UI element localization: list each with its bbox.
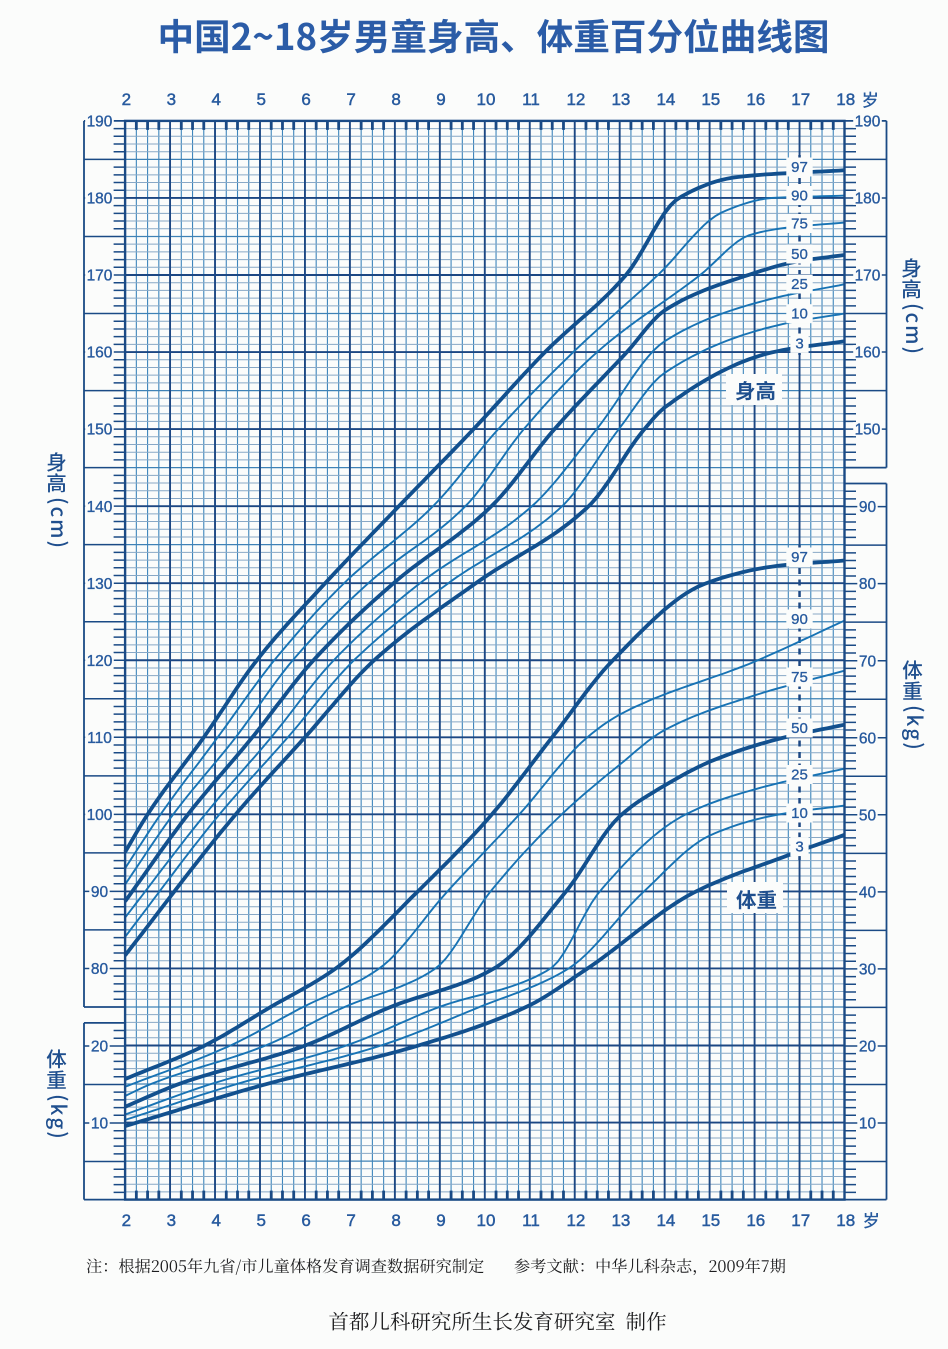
svg-text:97: 97 <box>791 159 808 176</box>
svg-text:15: 15 <box>701 1211 720 1230</box>
svg-text:140: 140 <box>87 499 113 516</box>
svg-text:18: 18 <box>836 90 855 109</box>
svg-text:120: 120 <box>87 653 113 670</box>
svg-text:10: 10 <box>477 1211 496 1230</box>
svg-text:13: 13 <box>611 1211 630 1230</box>
svg-text:11: 11 <box>522 1211 540 1230</box>
svg-text:4: 4 <box>211 1211 220 1230</box>
svg-text:9: 9 <box>436 1211 445 1230</box>
svg-text:13: 13 <box>611 90 630 109</box>
svg-text:60: 60 <box>859 730 877 747</box>
svg-text:150: 150 <box>855 422 881 439</box>
svg-text:180: 180 <box>87 191 113 208</box>
svg-text:80: 80 <box>91 961 109 978</box>
svg-text:150: 150 <box>87 422 113 439</box>
svg-text:30: 30 <box>859 962 877 979</box>
svg-text:10: 10 <box>791 306 808 323</box>
svg-text:97: 97 <box>791 549 808 566</box>
svg-text:160: 160 <box>87 345 113 362</box>
svg-text:3: 3 <box>795 839 803 856</box>
svg-text:10: 10 <box>477 90 496 109</box>
svg-text:190: 190 <box>855 114 881 131</box>
svg-text:75: 75 <box>791 216 808 233</box>
svg-text:2: 2 <box>122 1211 131 1230</box>
svg-text:17: 17 <box>791 90 810 109</box>
svg-text:10: 10 <box>859 1116 877 1133</box>
svg-text:6: 6 <box>301 1211 310 1230</box>
svg-text:3: 3 <box>795 335 803 352</box>
svg-text:170: 170 <box>87 268 113 285</box>
svg-text:8: 8 <box>391 1211 400 1230</box>
svg-text:75: 75 <box>791 669 808 686</box>
svg-text:10: 10 <box>791 805 808 822</box>
svg-text:5: 5 <box>256 1211 265 1230</box>
svg-text:10: 10 <box>91 1116 109 1133</box>
svg-text:12: 12 <box>566 90 585 109</box>
svg-text:14: 14 <box>656 90 675 109</box>
svg-text:25: 25 <box>791 276 808 293</box>
svg-text:100: 100 <box>87 807 113 824</box>
svg-text:4: 4 <box>211 90 220 109</box>
svg-text:110: 110 <box>87 730 112 747</box>
svg-text:50: 50 <box>791 246 808 263</box>
svg-text:9: 9 <box>436 90 445 109</box>
svg-text:18: 18 <box>836 1211 855 1230</box>
svg-text:11: 11 <box>522 90 540 109</box>
svg-text:180: 180 <box>855 191 881 208</box>
svg-text:40: 40 <box>859 885 877 902</box>
svg-text:3: 3 <box>167 1211 176 1230</box>
svg-text:90: 90 <box>91 884 109 901</box>
svg-text:50: 50 <box>859 807 877 824</box>
svg-text:7: 7 <box>346 1211 355 1230</box>
svg-text:170: 170 <box>855 268 881 285</box>
svg-text:3: 3 <box>167 90 176 109</box>
svg-text:7: 7 <box>346 90 355 109</box>
svg-text:17: 17 <box>791 1211 810 1230</box>
svg-text:8: 8 <box>391 90 400 109</box>
svg-text:15: 15 <box>701 90 720 109</box>
svg-text:20: 20 <box>91 1039 109 1056</box>
svg-text:25: 25 <box>791 767 808 784</box>
svg-text:5: 5 <box>256 90 265 109</box>
svg-text:90: 90 <box>791 188 808 205</box>
svg-text:2: 2 <box>122 90 131 109</box>
svg-text:70: 70 <box>859 653 877 670</box>
svg-text:90: 90 <box>859 499 877 516</box>
svg-text:50: 50 <box>791 720 808 737</box>
svg-text:190: 190 <box>87 114 113 131</box>
svg-text:160: 160 <box>855 345 881 362</box>
svg-text:16: 16 <box>746 90 765 109</box>
svg-text:90: 90 <box>791 611 808 628</box>
svg-text:12: 12 <box>566 1211 585 1230</box>
svg-text:130: 130 <box>87 576 113 593</box>
svg-text:16: 16 <box>746 1211 765 1230</box>
svg-text:20: 20 <box>859 1039 877 1056</box>
svg-text:80: 80 <box>859 576 877 593</box>
svg-text:14: 14 <box>656 1211 675 1230</box>
svg-text:6: 6 <box>301 90 310 109</box>
